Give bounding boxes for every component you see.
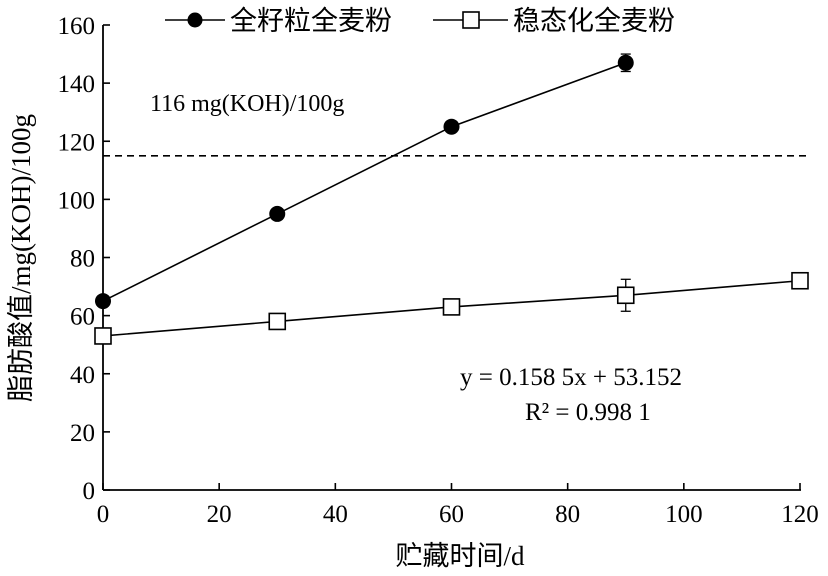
data-point bbox=[268, 312, 287, 331]
x-tick-label: 100 bbox=[665, 501, 703, 528]
legend-marker-whole-grain bbox=[187, 12, 203, 28]
x-tick-label: 60 bbox=[439, 501, 464, 528]
y-tick-label: 100 bbox=[58, 187, 96, 214]
data-point bbox=[442, 298, 461, 316]
data-point bbox=[617, 54, 634, 71]
y-tick-label: 60 bbox=[70, 304, 95, 331]
data-point bbox=[269, 205, 286, 222]
x-tick-label: 20 bbox=[207, 501, 232, 528]
legend-label-whole-grain: 全籽粒全麦粉 bbox=[230, 6, 392, 36]
legend-label-stabilized: 稳态化全麦粉 bbox=[513, 6, 675, 36]
r-squared: R² = 0.998 1 bbox=[525, 399, 651, 426]
data-point bbox=[94, 327, 112, 345]
series-layer bbox=[94, 53, 809, 345]
x-tick-label: 0 bbox=[97, 501, 110, 528]
y-tick-label: 160 bbox=[58, 13, 96, 40]
regression-equation: y = 0.158 5x + 53.152 bbox=[460, 364, 682, 391]
x-tick-label: 120 bbox=[781, 501, 819, 528]
data-point bbox=[95, 293, 111, 310]
y-tick-label: 120 bbox=[58, 129, 96, 156]
data-point bbox=[616, 286, 635, 305]
data-point bbox=[443, 118, 460, 135]
x-tick-label: 80 bbox=[555, 501, 580, 528]
series-1 bbox=[94, 271, 809, 345]
y-axis-label: 脂肪酸值/mg(KOH)/100g bbox=[6, 114, 36, 402]
y-tick-label: 0 bbox=[83, 478, 96, 505]
y-tick-label: 40 bbox=[70, 362, 95, 389]
y-tick-label: 140 bbox=[58, 71, 96, 98]
series-0 bbox=[95, 53, 634, 310]
x-axis-label: 贮藏时间/d bbox=[395, 541, 525, 571]
y-tick-label: 80 bbox=[70, 246, 95, 273]
y-tick-label: 20 bbox=[70, 420, 95, 447]
legend-marker-stabilized bbox=[462, 11, 480, 29]
x-tick-label: 40 bbox=[323, 501, 348, 528]
axis-ticks: 0 20 40 60 80 100 120 0 20 40 60 80 100 120 140 160 bbox=[58, 13, 819, 528]
series-line bbox=[102, 62, 627, 302]
threshold-label: 116 mg(KOH)/100g bbox=[150, 91, 344, 117]
legend: 全籽粒全麦粉 稳态化全麦粉 bbox=[165, 6, 675, 36]
data-point bbox=[791, 271, 809, 290]
